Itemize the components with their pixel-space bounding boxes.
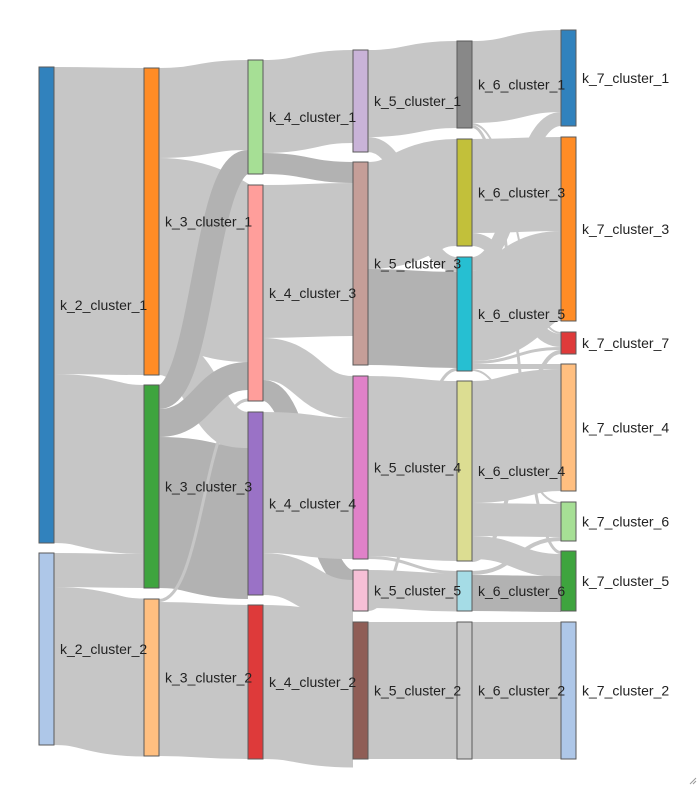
sankey-node-k-6-cluster-1[interactable]	[456, 40, 473, 129]
sankey-link[interactable]	[262, 153, 354, 183]
sankey-link[interactable]	[468, 231, 565, 361]
sankey-link[interactable]	[367, 556, 458, 574]
sankey-link[interactable]	[471, 537, 562, 575]
sankey-link[interactable]	[367, 570, 458, 612]
node-label: k_6_cluster_5	[478, 306, 565, 322]
node-label: k_6_cluster_2	[478, 683, 565, 699]
node-label: k_7_cluster_1	[582, 70, 669, 86]
sankey-link[interactable]	[470, 112, 563, 271]
sankey-link[interactable]	[52, 374, 146, 554]
node-label: k_7_cluster_6	[582, 514, 669, 530]
sankey-link[interactable]	[157, 362, 250, 437]
node-label: k_2_cluster_1	[60, 297, 147, 313]
sankey-link[interactable]	[158, 398, 249, 602]
sankey-link[interactable]	[367, 269, 458, 368]
sankey-link[interactable]	[471, 30, 562, 123]
sankey-link[interactable]	[365, 139, 460, 269]
sankey-node-k-7-cluster-1[interactable]	[560, 29, 577, 127]
sankey-node-k-4-cluster-1[interactable]	[247, 59, 264, 175]
sankey-link[interactable]	[261, 338, 355, 418]
sankey-link[interactable]	[261, 553, 355, 622]
sankey-link[interactable]	[470, 369, 563, 503]
node-label: k_4_cluster_3	[269, 285, 356, 301]
sankey-node-k-5-cluster-1[interactable]	[352, 49, 369, 153]
sankey-node-k-5-cluster-4[interactable]	[352, 375, 369, 560]
node-label: k_2_cluster_2	[60, 641, 147, 657]
sankey-node-k-2-cluster-1[interactable]	[38, 66, 55, 544]
node-label: k_4_cluster_1	[269, 109, 356, 125]
node-label: k_4_cluster_4	[269, 496, 356, 512]
node-label: k_5_cluster_2	[374, 683, 461, 699]
sankey-node-k-3-cluster-1[interactable]	[143, 67, 160, 376]
sankey-link[interactable]	[367, 41, 458, 137]
sankey-node-k-4-cluster-4[interactable]	[247, 411, 264, 596]
sankey-link[interactable]	[52, 587, 146, 757]
node-label: k_7_cluster_7	[582, 335, 669, 351]
sankey-link[interactable]	[53, 67, 145, 375]
node-label: k_5_cluster_4	[374, 460, 461, 476]
sankey-node-k-6-cluster-2[interactable]	[456, 621, 473, 760]
sankey-node-k-6-cluster-4[interactable]	[456, 380, 473, 562]
sankey-node-k-2-cluster-2[interactable]	[38, 552, 55, 746]
node-label: k_7_cluster_5	[582, 573, 669, 589]
node-label: k_6_cluster_6	[478, 583, 565, 599]
sankey-link[interactable]	[471, 503, 562, 537]
resize-grip-icon[interactable]	[687, 775, 697, 785]
sankey-link[interactable]	[158, 602, 249, 759]
sankey-node-k-6-cluster-5[interactable]	[456, 256, 473, 372]
sankey-link[interactable]	[158, 60, 249, 158]
node-label: k_7_cluster_3	[582, 221, 669, 237]
node-label: k_5_cluster_5	[374, 583, 461, 599]
sankey-link[interactable]	[471, 575, 562, 612]
sankey-links	[52, 30, 565, 768]
sankey-link[interactable]	[471, 347, 562, 364]
sankey-node-k-5-cluster-5[interactable]	[352, 569, 369, 612]
node-label: k_7_cluster_2	[582, 683, 669, 699]
sankey-node-k-7-cluster-4[interactable]	[560, 363, 577, 492]
sankey-link[interactable]	[367, 376, 458, 561]
node-label: k_3_cluster_3	[165, 479, 252, 495]
sankey-node-k-7-cluster-6[interactable]	[560, 501, 577, 542]
sankey-node-k-4-cluster-2[interactable]	[247, 604, 264, 760]
node-label: k_6_cluster_3	[478, 185, 565, 201]
sankey-node-k-6-cluster-6[interactable]	[456, 570, 473, 612]
sankey-node-k-3-cluster-3[interactable]	[143, 384, 160, 589]
sankey-node-k-7-cluster-2[interactable]	[560, 621, 577, 760]
sankey-link[interactable]	[261, 605, 355, 768]
sankey-node-k-5-cluster-2[interactable]	[352, 621, 369, 760]
sankey-nodes	[38, 29, 577, 760]
node-label: k_6_cluster_4	[478, 463, 565, 479]
sankey-node-k-4-cluster-3[interactable]	[247, 184, 264, 402]
sankey-node-k-7-cluster-5[interactable]	[560, 550, 577, 612]
sankey-link[interactable]	[262, 50, 354, 153]
sankey-link[interactable]	[471, 350, 562, 562]
sankey-labels: k_2_cluster_1k_2_cluster_2k_3_cluster_1k…	[60, 70, 669, 699]
node-label: k_6_cluster_1	[478, 77, 565, 93]
node-label: k_5_cluster_1	[374, 93, 461, 109]
sankey-node-k-5-cluster-3[interactable]	[352, 161, 369, 366]
node-label: k_3_cluster_2	[165, 670, 252, 686]
sankey-node-k-7-cluster-3[interactable]	[560, 136, 577, 322]
node-label: k_7_cluster_4	[582, 420, 669, 436]
sankey-link[interactable]	[262, 412, 354, 559]
node-label: k_3_cluster_1	[165, 214, 252, 230]
sankey-link[interactable]	[262, 183, 354, 338]
sankey-link[interactable]	[53, 553, 145, 588]
sankey-node-k-7-cluster-7[interactable]	[560, 331, 577, 355]
node-label: k_5_cluster_3	[374, 256, 461, 272]
sankey-link[interactable]	[157, 437, 250, 599]
node-label: k_4_cluster_2	[269, 674, 356, 690]
sankey-link[interactable]	[367, 368, 458, 611]
sankey-node-k-6-cluster-3[interactable]	[456, 138, 473, 247]
sankey-link[interactable]	[155, 150, 252, 409]
sankey-node-k-3-cluster-2[interactable]	[143, 598, 160, 757]
